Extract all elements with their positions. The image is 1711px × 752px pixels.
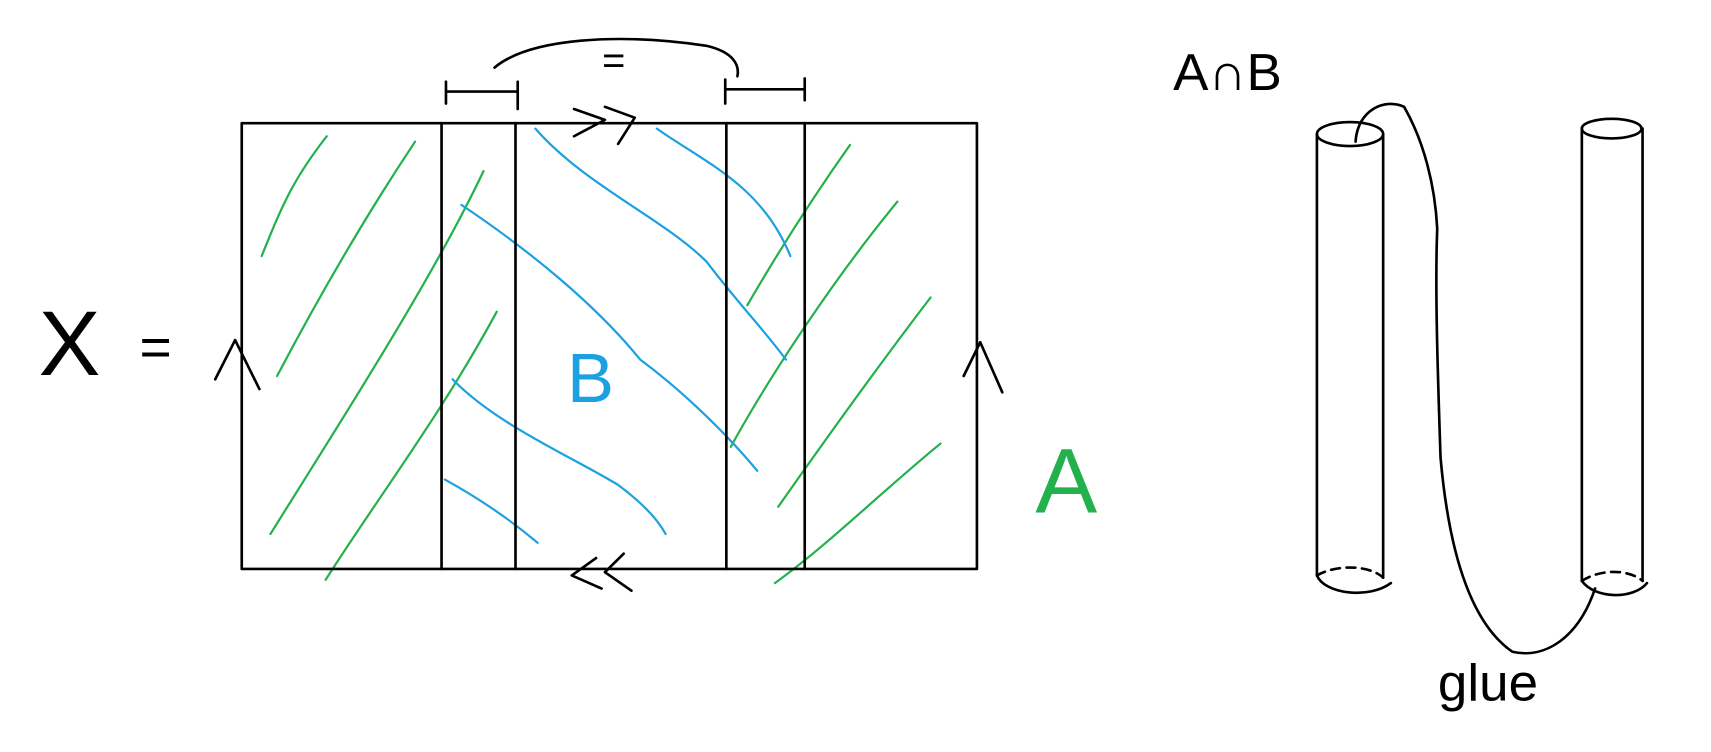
cylinders (1315, 102, 1649, 655)
green-hatching (260, 135, 942, 585)
label-b: B (567, 338, 614, 416)
label-equals: = (140, 316, 172, 378)
label-glue: glue (1438, 654, 1538, 713)
label-x: X (39, 293, 101, 395)
label-gluing-equals: = (602, 39, 625, 83)
square (213, 37, 1004, 593)
blue-hatching (443, 127, 792, 544)
label-a: A (1035, 430, 1097, 532)
label-intersection: A∩B (1173, 43, 1282, 102)
